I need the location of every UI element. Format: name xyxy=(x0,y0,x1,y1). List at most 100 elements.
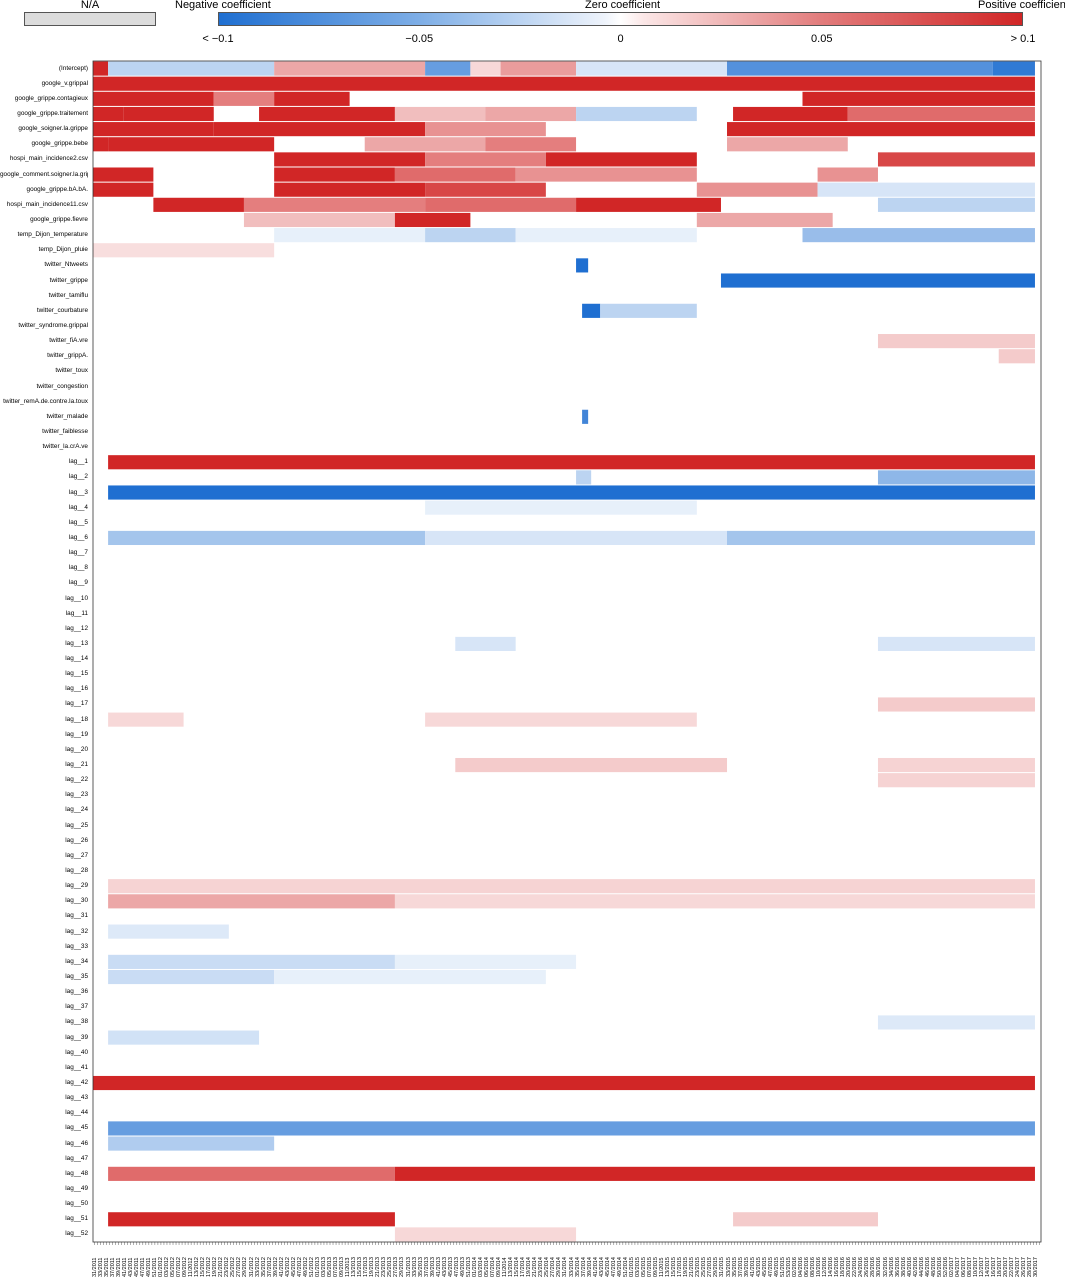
row-label: lag__18 xyxy=(65,715,88,723)
heatmap-cell xyxy=(727,530,1035,546)
heatmap-cell xyxy=(93,76,1035,91)
plot-frame xyxy=(92,60,1042,1243)
legend-positive-label: Positive coefficient xyxy=(978,0,1065,11)
heatmap-cell xyxy=(93,167,154,182)
x-tick-label: 31/2015 xyxy=(719,1257,726,1277)
row-label: hospi_main_incidence2.csv xyxy=(9,155,88,163)
row-label: twitter_congestion xyxy=(36,382,88,390)
x-tick-label: 33/2012 xyxy=(254,1257,261,1277)
x-tick-label: 41/2011 xyxy=(121,1257,128,1277)
heatmap-cell xyxy=(576,197,721,212)
heatmap-cell xyxy=(576,258,589,273)
row-label: twitter_courbature xyxy=(36,306,88,314)
row-label: lag__36 xyxy=(65,988,88,996)
row-label: lag__43 xyxy=(65,1094,88,1102)
row-label: twitter_la.crÃ.ve xyxy=(42,443,88,451)
x-tick-label: 41/2014 xyxy=(592,1257,599,1277)
heatmap-cell xyxy=(93,91,214,106)
heatmap-cell xyxy=(515,167,697,182)
x-tick-label: 29/2012 xyxy=(242,1257,249,1277)
row-label: lag__26 xyxy=(65,836,88,844)
heatmap-cell xyxy=(576,61,728,76)
x-tick-label: 49/2013 xyxy=(459,1257,466,1277)
heatmap-cell xyxy=(817,167,878,182)
x-tick-label: 39/2015 xyxy=(743,1257,750,1277)
heatmap-cell xyxy=(425,122,546,137)
row-label: twitter_syndrome.grippal xyxy=(18,321,88,329)
x-tick-label: 45/2011 xyxy=(133,1257,140,1277)
heatmap-cell xyxy=(877,773,1035,788)
legend-negative-label: Negative coefficient xyxy=(175,0,271,11)
heatmap-cell xyxy=(847,106,1035,122)
heatmap-cell xyxy=(582,409,589,424)
heatmap-cell xyxy=(425,152,546,167)
heatmap-cell xyxy=(123,106,214,122)
row-label: google_grippe.bÃ.bÃ. xyxy=(26,185,88,193)
heatmap-cell xyxy=(108,455,1035,470)
heatmap-cell xyxy=(274,91,350,106)
x-tick-label: 45/2014 xyxy=(604,1257,611,1277)
row-label: (Intercept) xyxy=(58,64,88,72)
x-tick-label: 49/2011 xyxy=(145,1257,152,1277)
x-tick-label: 45/2012 xyxy=(290,1257,297,1277)
heatmap-cell xyxy=(817,182,1035,197)
heatmap-cell xyxy=(992,61,1035,76)
heatmap-cell xyxy=(877,152,1035,167)
row-label: lag__33 xyxy=(65,942,88,950)
heatmap-cell xyxy=(696,212,833,228)
heatmap-cell xyxy=(877,334,1035,349)
heatmap-cell xyxy=(93,243,275,258)
heatmap-cell xyxy=(108,712,184,727)
row-label: lag__32 xyxy=(65,927,88,935)
row-label: lag__48 xyxy=(65,1169,88,1177)
row-label: lag__10 xyxy=(65,594,88,602)
row-label: google_grippe.contagieux xyxy=(14,94,88,102)
x-tick-label: 43/2012 xyxy=(284,1257,291,1277)
row-label: lag__2 xyxy=(68,473,88,481)
row-label: hospi_main_incidence11.csv xyxy=(6,200,88,208)
x-tick-label: 33/2013 xyxy=(411,1257,418,1277)
heatmap-cell xyxy=(877,757,1035,773)
row-label: lag__19 xyxy=(65,730,88,738)
x-tick-label: 01/2014 xyxy=(471,1257,478,1277)
row-label: twitter_faiblesse xyxy=(42,427,88,435)
heatmap-cell xyxy=(213,91,275,106)
heatmap-cell xyxy=(274,969,546,985)
heatmap-cell xyxy=(93,137,109,152)
row-label: lag__38 xyxy=(65,1018,88,1026)
heatmap-cell xyxy=(274,182,426,197)
legend-na-swatch xyxy=(24,12,156,26)
heatmap-cell xyxy=(243,197,426,212)
row-label: lag__42 xyxy=(65,1079,88,1087)
x-tick-label: 35/2014 xyxy=(574,1257,581,1277)
heatmap-cell xyxy=(877,470,1035,485)
x-tick-label: 45/2013 xyxy=(447,1257,454,1277)
heatmap-cell xyxy=(108,61,275,76)
row-label: google_grippe.fievre xyxy=(30,215,88,223)
row-label: lag__16 xyxy=(65,685,88,693)
row-label: google_comment.soigner.la.grippe xyxy=(0,170,88,178)
x-tick-label: 43/2015 xyxy=(755,1257,762,1277)
heatmap-cell xyxy=(108,1166,395,1181)
row-label: lag__29 xyxy=(65,882,88,890)
row-label: lag__3 xyxy=(68,488,88,496)
x-tick-label: 47/2012 xyxy=(296,1257,303,1277)
x-tick-label: 48/2016 xyxy=(930,1257,937,1277)
heatmap-cell xyxy=(877,636,1035,651)
row-label: lag__40 xyxy=(65,1048,88,1056)
row-label: lag__6 xyxy=(68,533,88,541)
heatmap-cell xyxy=(733,106,848,122)
heatmap-cell xyxy=(515,228,697,243)
heatmap-cell xyxy=(877,197,1035,212)
heatmap-cell xyxy=(582,303,601,318)
heatmap-cell xyxy=(394,212,471,228)
heatmap-cell xyxy=(108,137,275,152)
heatmap-cell xyxy=(802,228,1035,243)
row-label: lag__22 xyxy=(65,776,88,784)
x-tick-label: 41/2013 xyxy=(435,1257,442,1277)
x-tick-label: 37/2012 xyxy=(266,1257,273,1277)
heatmap-cell xyxy=(877,1015,1035,1030)
row-label: lag__9 xyxy=(68,579,88,587)
row-label: google_soigner.la.grippe xyxy=(18,125,88,133)
